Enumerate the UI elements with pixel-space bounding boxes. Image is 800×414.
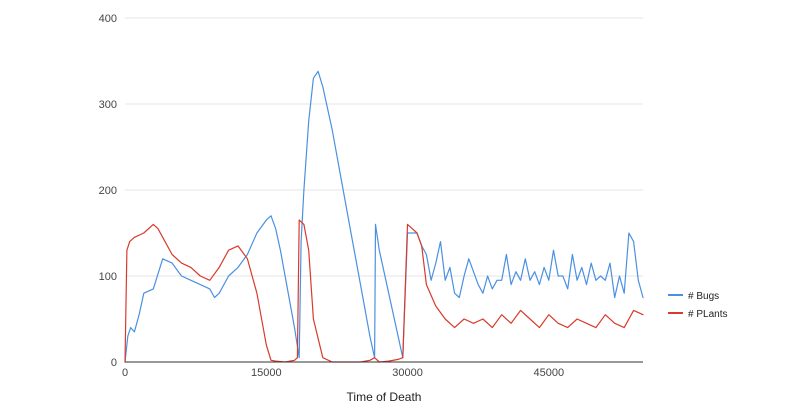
y-tick-label: 300 — [99, 99, 117, 111]
x-tick-label: 30000 — [392, 367, 423, 379]
series-line-1 — [124, 219, 644, 363]
series-layer — [124, 70, 644, 363]
x-tick-label: 0 — [122, 367, 128, 379]
y-axis-ticks: 0 100 200 300 400 — [99, 13, 117, 369]
legend-label: # PLants — [688, 309, 727, 320]
x-axis-ticks: 0 15000 30000 45000 — [122, 367, 564, 379]
y-tick-label: 400 — [99, 13, 117, 25]
x-tick-label: 15000 — [251, 367, 282, 379]
x-tick-label: 45000 — [534, 367, 565, 379]
legend: # Bugs # PLants — [668, 291, 727, 320]
y-tick-label: 100 — [99, 271, 117, 283]
legend-label: # Bugs — [688, 291, 719, 302]
y-tick-label: 200 — [99, 185, 117, 197]
x-axis-title: Time of Death — [347, 390, 422, 404]
gridlines — [125, 17, 643, 277]
y-tick-label: 0 — [111, 357, 117, 369]
series-line-0 — [124, 70, 644, 363]
